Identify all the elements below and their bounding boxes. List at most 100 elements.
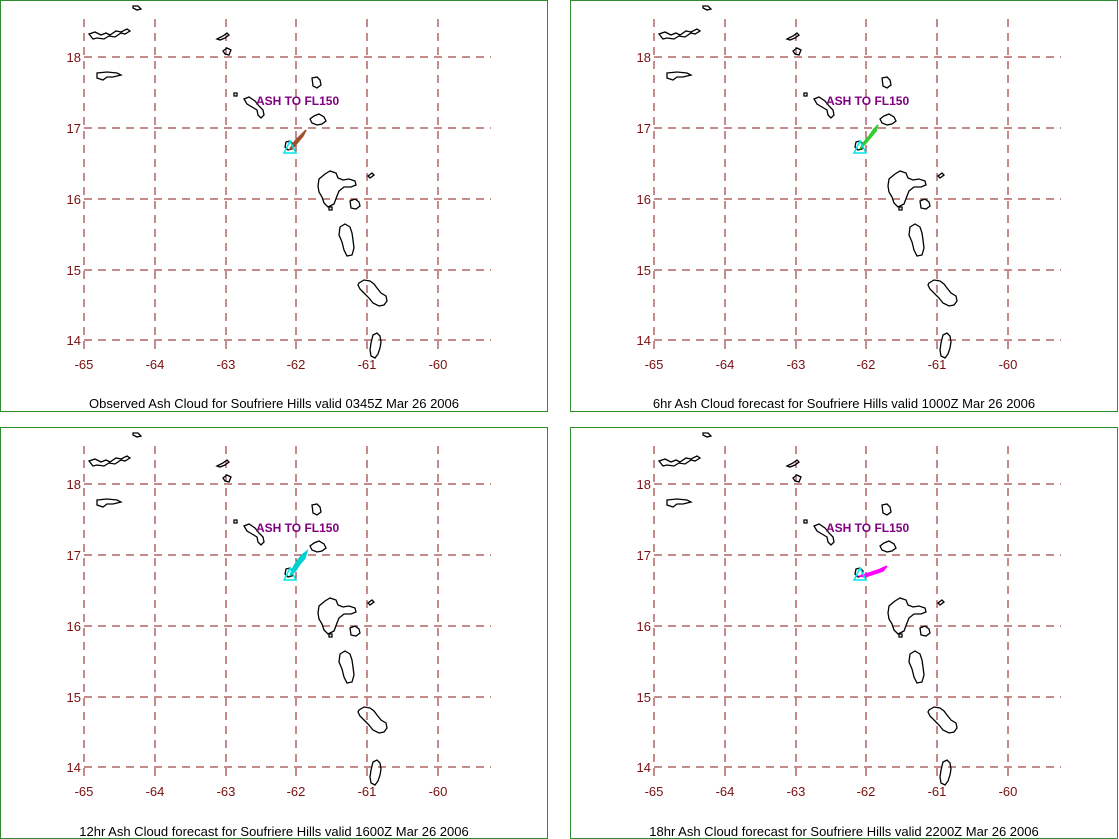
coastline-saba: [233, 92, 238, 97]
coastline-st-martin: [222, 47, 232, 56]
coastline-martinique: [357, 279, 388, 307]
coastline-st-kitts-nevis: [243, 523, 265, 546]
coastline-les-saintes: [328, 206, 333, 211]
panel-caption: Observed Ash Cloud for Soufriere Hills v…: [89, 396, 459, 411]
coastline-virgin-islands: [87, 455, 132, 467]
longitude-label: -65: [75, 357, 94, 372]
volcano-vent-marker: [282, 566, 298, 581]
coastline-antigua: [879, 113, 897, 126]
volcano-vent-marker: [282, 139, 298, 154]
volcano-vent-marker: [852, 139, 868, 154]
coastline-anguilla: [785, 459, 800, 468]
coastline-antigua: [879, 540, 897, 553]
longitude-label: -60: [999, 357, 1018, 372]
coastline-anguilla: [215, 32, 230, 41]
coastline-guadeloupe: [887, 597, 927, 635]
volcano-vent-marker: [852, 566, 868, 581]
coastline-anegada: [132, 432, 143, 438]
longitude-label: -64: [716, 357, 735, 372]
coastline-martinique: [927, 279, 958, 307]
latitude-label: 14: [67, 760, 81, 775]
longitude-label: -63: [217, 784, 236, 799]
coastline-guadeloupe: [317, 597, 357, 635]
panel-caption: 18hr Ash Cloud forecast for Soufriere Hi…: [649, 824, 1039, 839]
coastline-marie-galante: [919, 625, 931, 637]
coastline-anguilla: [215, 459, 230, 468]
map-canvas: 18 17 16 15 14 -65 -64 -63 -62 -61 -60 ASH TO FL150: [67, 432, 491, 799]
coastline-virgin-islands: [657, 28, 702, 40]
panel-caption: 6hr Ash Cloud forecast for Soufriere Hil…: [652, 396, 1036, 411]
coastline-dominica: [908, 650, 925, 684]
coastline-les-saintes: [328, 633, 333, 638]
coastline-st-martin: [792, 47, 802, 56]
ash-height-label: ASH TO FL150: [256, 94, 339, 108]
latitude-label: 16: [637, 619, 651, 634]
latitude-label: 17: [67, 121, 81, 136]
map-canvas: 18 17 16 15 14 -65 -64 -63 -62 -61 -60 ASH TO FL150: [637, 432, 1061, 799]
coastline-les-saintes: [898, 206, 903, 211]
longitude-label: -61: [358, 784, 377, 799]
coastline-desirade: [367, 599, 375, 606]
longitude-label: -63: [787, 357, 806, 372]
latitude-label: 18: [637, 50, 651, 65]
coastline-st-lucia: [939, 759, 952, 786]
coastline-barbuda: [311, 503, 322, 516]
coastline-marie-galante: [919, 198, 931, 210]
latitude-label: 15: [637, 263, 651, 278]
coastline-desirade: [937, 599, 945, 606]
latitude-label: 15: [67, 690, 81, 705]
coastline-dominica: [338, 650, 355, 684]
longitude-label: -62: [857, 357, 876, 372]
longitude-label: -62: [287, 357, 306, 372]
latitude-label: 15: [637, 690, 651, 705]
coastline-dominica: [338, 223, 355, 257]
longitude-label: -61: [928, 784, 947, 799]
coastline-anegada: [702, 432, 713, 438]
coastline-marie-galante: [349, 198, 361, 210]
coastline-st-croix: [666, 71, 693, 81]
latitude-label: 18: [637, 477, 651, 492]
coastline-st-croix: [96, 71, 123, 81]
coastline-st-kitts-nevis: [813, 523, 835, 546]
latitude-label: 16: [67, 192, 81, 207]
latitude-label: 15: [67, 263, 81, 278]
longitude-label: -65: [645, 357, 664, 372]
coastline-st-kitts-nevis: [813, 96, 835, 119]
coastline-saba: [803, 92, 808, 97]
coastline-saba: [233, 519, 238, 524]
map-panel-obs: 18 17 16 15 14 -65 -64 -63 -62 -61 -60 ASH TO FL150…: [0, 0, 548, 412]
latitude-label: 17: [637, 121, 651, 136]
longitude-label: -62: [857, 784, 876, 799]
coastline-martinique: [927, 706, 958, 734]
coastline-st-lucia: [939, 332, 952, 359]
latitude-label: 14: [67, 333, 81, 348]
longitude-label: -60: [999, 784, 1018, 799]
longitude-label: -64: [146, 784, 165, 799]
coastline-barbuda: [881, 503, 892, 516]
map-canvas: 18 17 16 15 14 -65 -64 -63 -62 -61 -60 ASH TO FL150: [637, 5, 1061, 372]
longitude-label: -63: [787, 784, 806, 799]
coastline-saba: [803, 519, 808, 524]
longitude-label: -60: [429, 357, 448, 372]
latitude-label: 14: [637, 760, 651, 775]
coastline-barbuda: [311, 76, 322, 89]
coastline-st-lucia: [369, 759, 382, 786]
longitude-label: -65: [645, 784, 664, 799]
map-panel-f12: 18 17 16 15 14 -65 -64 -63 -62 -61 -60 ASH TO FL150…: [0, 427, 548, 839]
latitude-label: 17: [67, 548, 81, 563]
latitude-label: 14: [637, 333, 651, 348]
longitude-label: -62: [287, 784, 306, 799]
longitude-label: -64: [146, 357, 165, 372]
longitude-label: -63: [217, 357, 236, 372]
coastline-st-lucia: [369, 332, 382, 359]
ash-plume: [857, 565, 888, 578]
coastline-st-martin: [222, 474, 232, 483]
longitude-label: -61: [928, 357, 947, 372]
coastline-les-saintes: [898, 633, 903, 638]
ash-plume: [859, 124, 879, 150]
ash-height-label: ASH TO FL150: [256, 521, 339, 535]
coastline-barbuda: [881, 76, 892, 89]
coastline-dominica: [908, 223, 925, 257]
coastline-antigua: [309, 113, 327, 126]
coastline-st-martin: [792, 474, 802, 483]
